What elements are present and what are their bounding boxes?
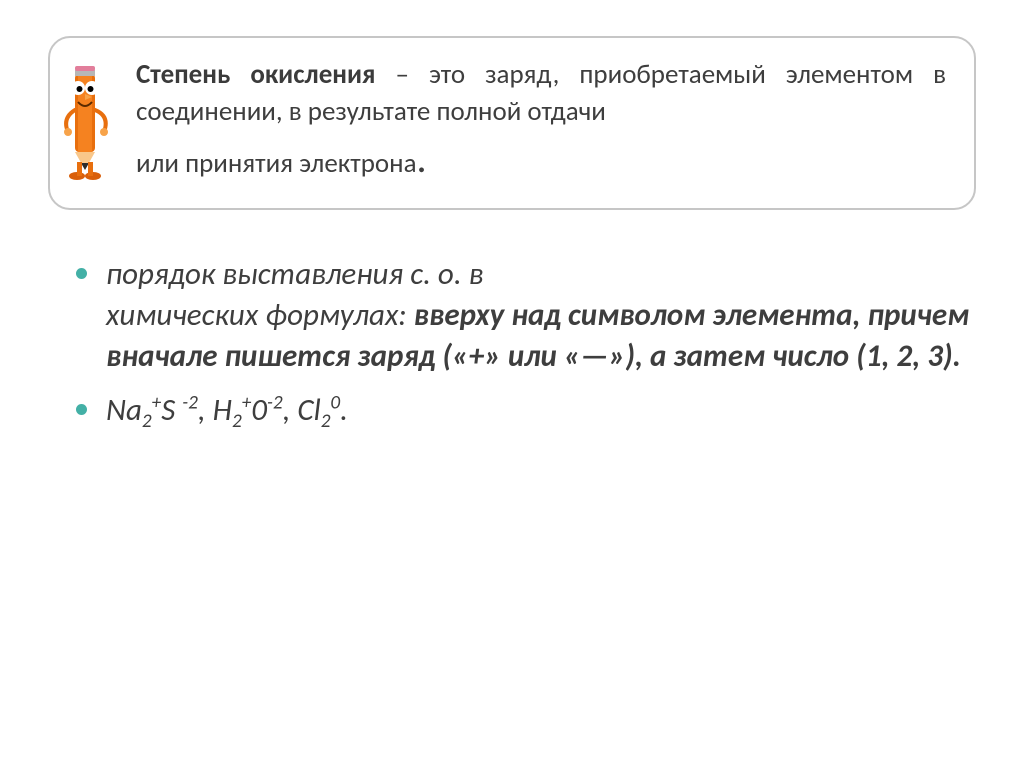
b2-sep2: ,: [283, 391, 298, 429]
b1-l1: порядок выставления с. о. в: [106, 255, 484, 293]
b2-p5sup: 0: [330, 392, 340, 415]
b2-p4sup: -2: [267, 392, 283, 415]
b2-p5sub: 2: [321, 411, 331, 434]
bullet-item-1: порядок выставления с. о. в химических ф…: [106, 254, 976, 377]
definition-period: .: [417, 134, 427, 183]
definition-text: Степень окисления – это заряд, приобрета…: [136, 56, 946, 186]
b2-sep1: ,: [198, 391, 213, 429]
definition-term: Степень окисления: [136, 58, 376, 91]
definition-box: Степень окисления – это заряд, приобрета…: [48, 36, 976, 210]
b2-p3sup: +: [242, 392, 252, 415]
bullet-2-text: Na2+S -2, H2+0-2, Cl20.: [106, 390, 976, 435]
slide: Степень окисления – это заряд, приобрета…: [0, 0, 1024, 767]
b1-l2: химических формулах:: [106, 296, 414, 334]
definition-dash: –: [376, 58, 429, 91]
bullet-list: порядок выставления с. о. в химических ф…: [48, 254, 976, 435]
b2-p4: 0: [251, 391, 267, 429]
b2-p3sub: 2: [232, 411, 242, 434]
bullet-item-2: Na2+S -2, H2+0-2, Cl20.: [106, 390, 976, 435]
b2-p2: S: [161, 391, 182, 429]
b2-p5: Cl: [297, 391, 320, 429]
b2-p1sub: 2: [142, 411, 152, 434]
b2-p3: H: [213, 391, 232, 429]
pencil-character-icon: [64, 66, 120, 206]
definition-rest2: или принятия электрона: [136, 147, 417, 180]
b2-p2sup: -2: [182, 392, 198, 415]
b2-end: .: [340, 391, 348, 429]
b2-p1sup: +: [152, 392, 162, 415]
bullet-1-text: порядок выставления с. о. в химических ф…: [106, 254, 976, 377]
b2-p1: Na: [106, 391, 142, 429]
